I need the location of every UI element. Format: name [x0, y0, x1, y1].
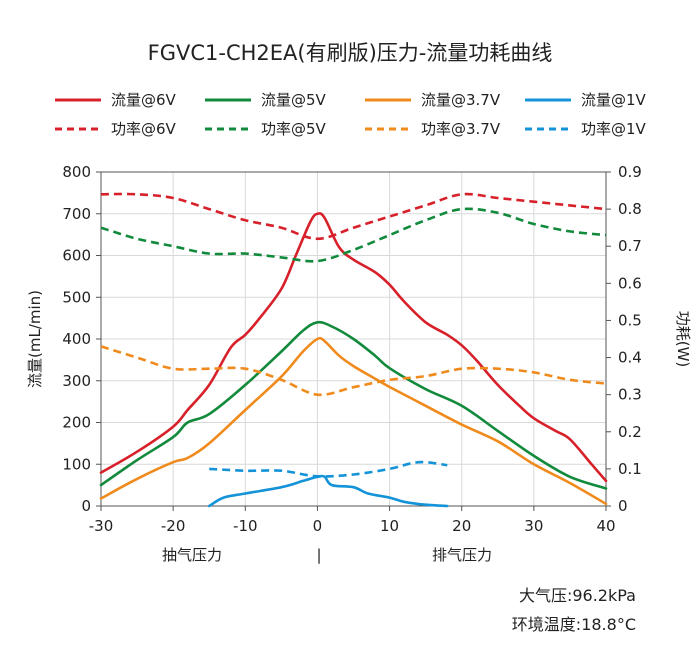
atmospheric-pressure-note: 大气压:96.2kPa — [518, 586, 636, 605]
y-axis-title: 流量(mL/min) — [26, 290, 44, 388]
x-region-left-label: 抽气压力 — [162, 546, 222, 564]
series-line-6 — [100, 207, 607, 263]
y-tick-label: 700 — [62, 205, 91, 223]
y-tick-label: 200 — [62, 414, 91, 432]
series-line-2 — [99, 320, 608, 490]
axes: -30 -20 -10 0 10 20 30 400100200300400500600700… — [62, 163, 642, 535]
legend-label-8: 功率@1V — [581, 120, 647, 138]
ambient-temperature-note: 环境温度:18.8°C — [511, 615, 636, 634]
grid — [101, 172, 606, 506]
y2-tick-label: 0.4 — [618, 349, 642, 367]
series-line-8 — [209, 460, 448, 478]
legend-label-6: 功率@5V — [261, 120, 327, 138]
series-line-5 — [100, 192, 607, 241]
y-tick-label: 600 — [62, 247, 91, 265]
legend-label-4: 流量@1V — [581, 91, 647, 109]
x-region-right-label: 排气压力 — [432, 546, 492, 564]
series-line-4 — [207, 474, 449, 508]
y-tick-label: 800 — [62, 163, 91, 181]
y-tick-label: 0 — [81, 497, 91, 515]
x-tick-label: 0 — [313, 517, 323, 535]
x-tick-label: -30 — [89, 517, 114, 535]
y2-tick-label: 0.3 — [618, 386, 642, 404]
y2-tick-label: 0.1 — [618, 460, 642, 478]
legend-label-7: 功率@3.7V — [421, 120, 501, 138]
legend: 流量@6V 流量@5V 流量@3.7V 流量@1V 功率@6V 功率@5V 功率@3.7V 功… — [55, 91, 647, 138]
x-region-divider: | — [316, 546, 321, 564]
y2-tick-label: 0.6 — [618, 274, 642, 292]
series-line-1 — [99, 212, 608, 483]
x-tick-label: 10 — [380, 517, 399, 535]
legend-label-1: 流量@6V — [111, 91, 177, 109]
x-tick-label: 30 — [524, 517, 543, 535]
y2-tick-label: 0.9 — [618, 163, 642, 181]
y2-tick-label: 0.7 — [618, 237, 642, 255]
y-tick-label: 300 — [62, 372, 91, 390]
y2-tick-label: 0.2 — [618, 423, 642, 441]
x-tick-label: -20 — [161, 517, 186, 535]
x-tick-label: 20 — [452, 517, 471, 535]
y2-axis-title: 功耗(W) — [674, 311, 692, 368]
legend-label-3: 流量@3.7V — [421, 91, 501, 109]
series-line-3 — [99, 336, 608, 506]
y2-tick-label: 0 — [618, 497, 628, 515]
legend-label-2: 流量@5V — [261, 91, 327, 109]
legend-label-5: 功率@6V — [111, 120, 177, 138]
y-tick-label: 500 — [62, 288, 91, 306]
y2-tick-label: 0.8 — [618, 200, 642, 218]
x-tick-label: -10 — [233, 517, 258, 535]
y2-tick-label: 0.5 — [618, 311, 642, 329]
series-line-7 — [100, 345, 607, 397]
series-layer — [99, 192, 608, 508]
y-tick-label: 100 — [62, 455, 91, 473]
chart-title: FGVC1-CH2EA(有刷版)压力-流量功耗曲线 — [148, 41, 553, 65]
y-tick-label: 400 — [62, 330, 91, 348]
x-tick-label: 40 — [596, 517, 615, 535]
